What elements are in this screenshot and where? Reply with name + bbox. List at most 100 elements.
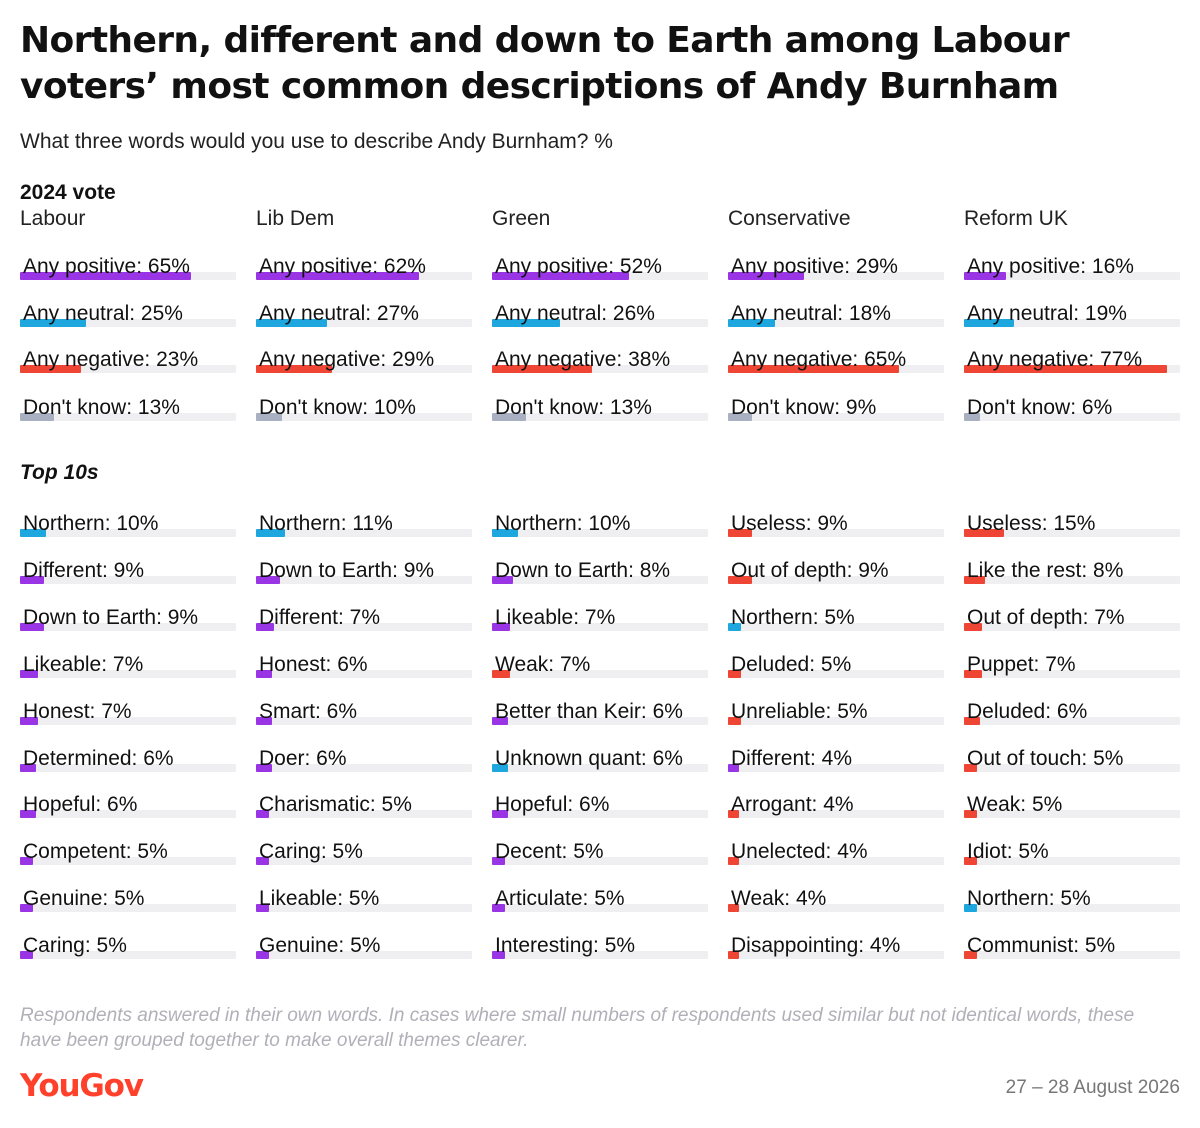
bar-item: Out of depth: 9% (728, 550, 944, 584)
bar-track (20, 529, 236, 537)
bar-item: Down to Earth: 9% (256, 550, 472, 584)
bar-label: Deluded: 5% (731, 653, 852, 676)
bar-label: Different: 7% (259, 606, 381, 629)
bar-fill-dontknow (492, 413, 527, 421)
bar-label: Don't know: 13% (495, 396, 652, 419)
bar-item: Don't know: 6% (964, 387, 1180, 421)
bar-item: Any neutral: 25% (20, 293, 236, 327)
bar-fill-positive (20, 857, 34, 865)
bar-track (728, 272, 944, 280)
bar-label: Any neutral: 25% (23, 302, 183, 325)
bar-label: Any neutral: 27% (259, 302, 419, 325)
bar-track (492, 810, 708, 818)
column-header: Green (492, 207, 551, 230)
bar-fill-positive (492, 717, 508, 725)
bar-item: Any negative: 77% (964, 339, 1180, 373)
bar-track (20, 810, 236, 818)
bar-track (728, 413, 944, 421)
bar-fill-positive (20, 272, 192, 280)
bar-item: Don't know: 13% (492, 387, 708, 421)
bar-item: Any neutral: 18% (728, 293, 944, 327)
bar-track (492, 764, 708, 772)
bar-item: Competent: 5% (20, 831, 236, 865)
bar-label: Doer: 6% (259, 747, 347, 770)
bar-fill-positive (20, 576, 44, 584)
bar-item: Articulate: 5% (492, 878, 708, 912)
bar-label: Articulate: 5% (495, 887, 625, 910)
bar-item: Hopeful: 6% (20, 784, 236, 818)
bar-track (492, 365, 708, 373)
bar-fill-positive (256, 857, 270, 865)
bar-track (20, 319, 236, 327)
bar-track (492, 319, 708, 327)
bar-item: Honest: 7% (20, 691, 236, 725)
bar-track (964, 413, 1180, 421)
bar-track (728, 904, 944, 912)
bar-fill-neutral (964, 904, 978, 912)
bar-track (728, 810, 944, 818)
bar-track (964, 764, 1180, 772)
bar-label: Disappointing: 4% (731, 934, 901, 957)
bar-track (964, 623, 1180, 631)
bar-fill-negative (256, 365, 333, 373)
bar-fill-positive (256, 576, 280, 584)
bar-label: Any negative: 77% (967, 348, 1143, 371)
bar-track (728, 857, 944, 865)
bar-label: Caring: 5% (23, 934, 127, 957)
bar-item: Any positive: 16% (964, 246, 1180, 280)
bar-item: Puppet: 7% (964, 644, 1180, 678)
bar-fill-negative (964, 951, 978, 959)
bar-item: Likeable: 7% (20, 644, 236, 678)
bar-track (256, 319, 472, 327)
bar-track (20, 951, 236, 959)
bar-track (20, 904, 236, 912)
bar-fill-dontknow (964, 413, 980, 421)
bar-fill-negative (964, 670, 983, 678)
bar-label: Any positive: 16% (967, 255, 1134, 278)
column-header: Conservative (728, 207, 851, 230)
bar-label: Any negative: 38% (495, 348, 671, 371)
bar-track (256, 951, 472, 959)
bar-item: Don't know: 10% (256, 387, 472, 421)
chart-title: Northern, different and down to Earth am… (20, 20, 1070, 107)
bar-item: Likeable: 7% (492, 597, 708, 631)
bar-label: Likeable: 7% (495, 606, 616, 629)
bar-label: Genuine: 5% (259, 934, 381, 957)
bar-track (256, 623, 472, 631)
bar-fill-dontknow (728, 413, 752, 421)
bar-item: Any negative: 29% (256, 339, 472, 373)
bar-item: Any neutral: 26% (492, 293, 708, 327)
bar-label: Honest: 7% (23, 700, 132, 723)
bar-track (256, 904, 472, 912)
bar-fill-neutral (256, 529, 285, 537)
bar-track (492, 529, 708, 537)
bar-fill-positive (964, 272, 1007, 280)
bar-label: Competent: 5% (23, 840, 168, 863)
bar-track (20, 764, 236, 772)
bar-label: Any positive: 29% (731, 255, 898, 278)
bar-fill-negative (492, 365, 593, 373)
bar-item: Genuine: 5% (20, 878, 236, 912)
bar-label: Northern: 10% (495, 512, 631, 535)
bar-item: Any negative: 65% (728, 339, 944, 373)
bar-fill-positive (492, 904, 506, 912)
bar-item: Northern: 5% (728, 597, 944, 631)
bar-item: Deluded: 6% (964, 691, 1180, 725)
bar-item: Caring: 5% (20, 925, 236, 959)
bar-label: Decent: 5% (495, 840, 604, 863)
bar-label: Hopeful: 6% (23, 793, 138, 816)
bar-label: Down to Earth: 9% (259, 559, 435, 582)
footnote: Respondents answered in their own words.… (20, 1005, 1135, 1051)
bar-fill-negative (728, 857, 739, 865)
bar-track (964, 670, 1180, 678)
bar-label: Northern: 10% (23, 512, 159, 535)
bar-fill-positive (728, 272, 805, 280)
bar-item: Genuine: 5% (256, 925, 472, 959)
bar-label: Smart: 6% (259, 700, 358, 723)
bar-track (20, 857, 236, 865)
bar-fill-negative (492, 670, 511, 678)
bar-item: Like the rest: 8% (964, 550, 1180, 584)
bar-label: Unknown quant: 6% (495, 747, 683, 770)
bar-item: Useless: 9% (728, 503, 944, 537)
bar-label: Puppet: 7% (967, 653, 1076, 676)
